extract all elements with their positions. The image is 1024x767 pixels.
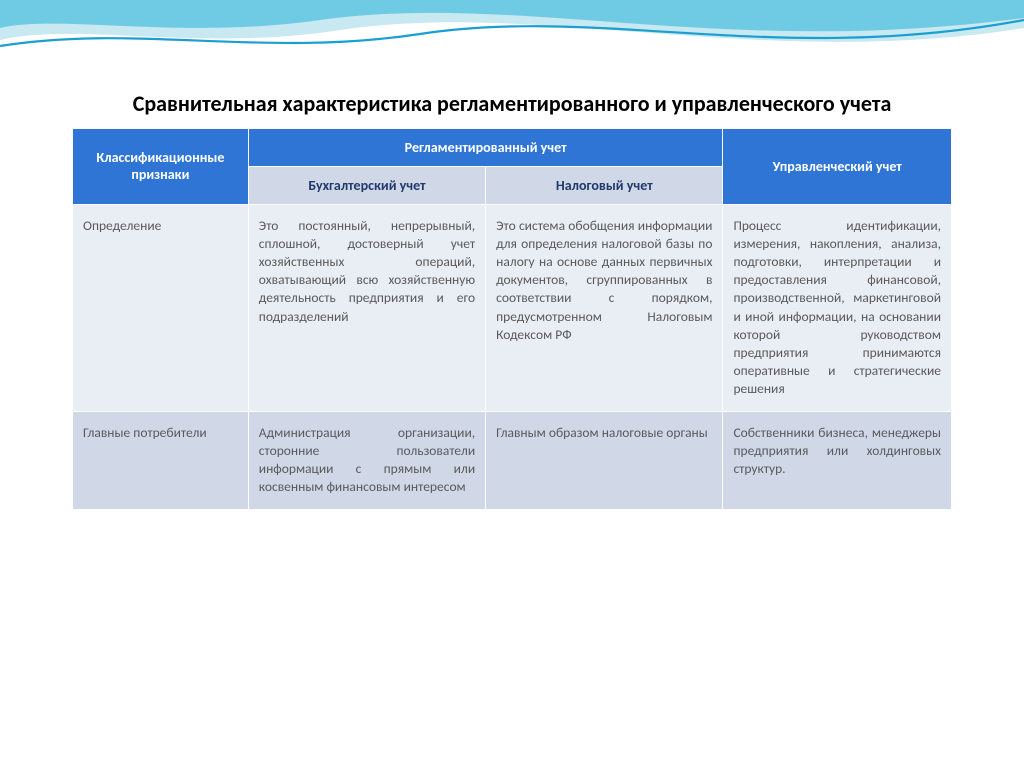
slide-content: Сравнительная характеристика регламентир… bbox=[72, 90, 952, 510]
wave-mid bbox=[0, 0, 1024, 31]
subheader-accounting: Бухгалтерский учет bbox=[248, 166, 485, 204]
subheader-tax: Налоговый учет bbox=[486, 166, 723, 204]
cell-accounting: Администрация организации, сторонние пол… bbox=[248, 411, 485, 509]
cell-management: Собственники бизнеса, менеджеры предприя… bbox=[723, 411, 952, 509]
comparison-table: Классификационные признаки Регламентиров… bbox=[72, 128, 952, 510]
row-label: Главные потребители bbox=[73, 411, 249, 509]
header-classification: Классификационные признаки bbox=[73, 128, 249, 204]
wave-accent bbox=[0, 20, 1024, 46]
table-row: Определение Это постоянный, непрерывный,… bbox=[73, 204, 952, 411]
slide-title: Сравнительная характеристика регламентир… bbox=[72, 90, 952, 118]
cell-accounting: Это постоянный, непрерывный, сплошной, д… bbox=[248, 204, 485, 411]
cell-management: Процесс идентификации, измерения, накопл… bbox=[723, 204, 952, 411]
header-regulated: Регламентированный учет bbox=[248, 128, 723, 166]
table-row: Главные потребители Администрация органи… bbox=[73, 411, 952, 509]
cell-tax: Это система обобщения информации для опр… bbox=[486, 204, 723, 411]
decorative-wave bbox=[0, 0, 1024, 100]
cell-tax: Главным образом налоговые органы bbox=[486, 411, 723, 509]
header-row-1: Классификационные признаки Регламентиров… bbox=[73, 128, 952, 166]
wave-light bbox=[0, 0, 1024, 42]
row-label: Определение bbox=[73, 204, 249, 411]
header-management: Управленческий учет bbox=[723, 128, 952, 204]
